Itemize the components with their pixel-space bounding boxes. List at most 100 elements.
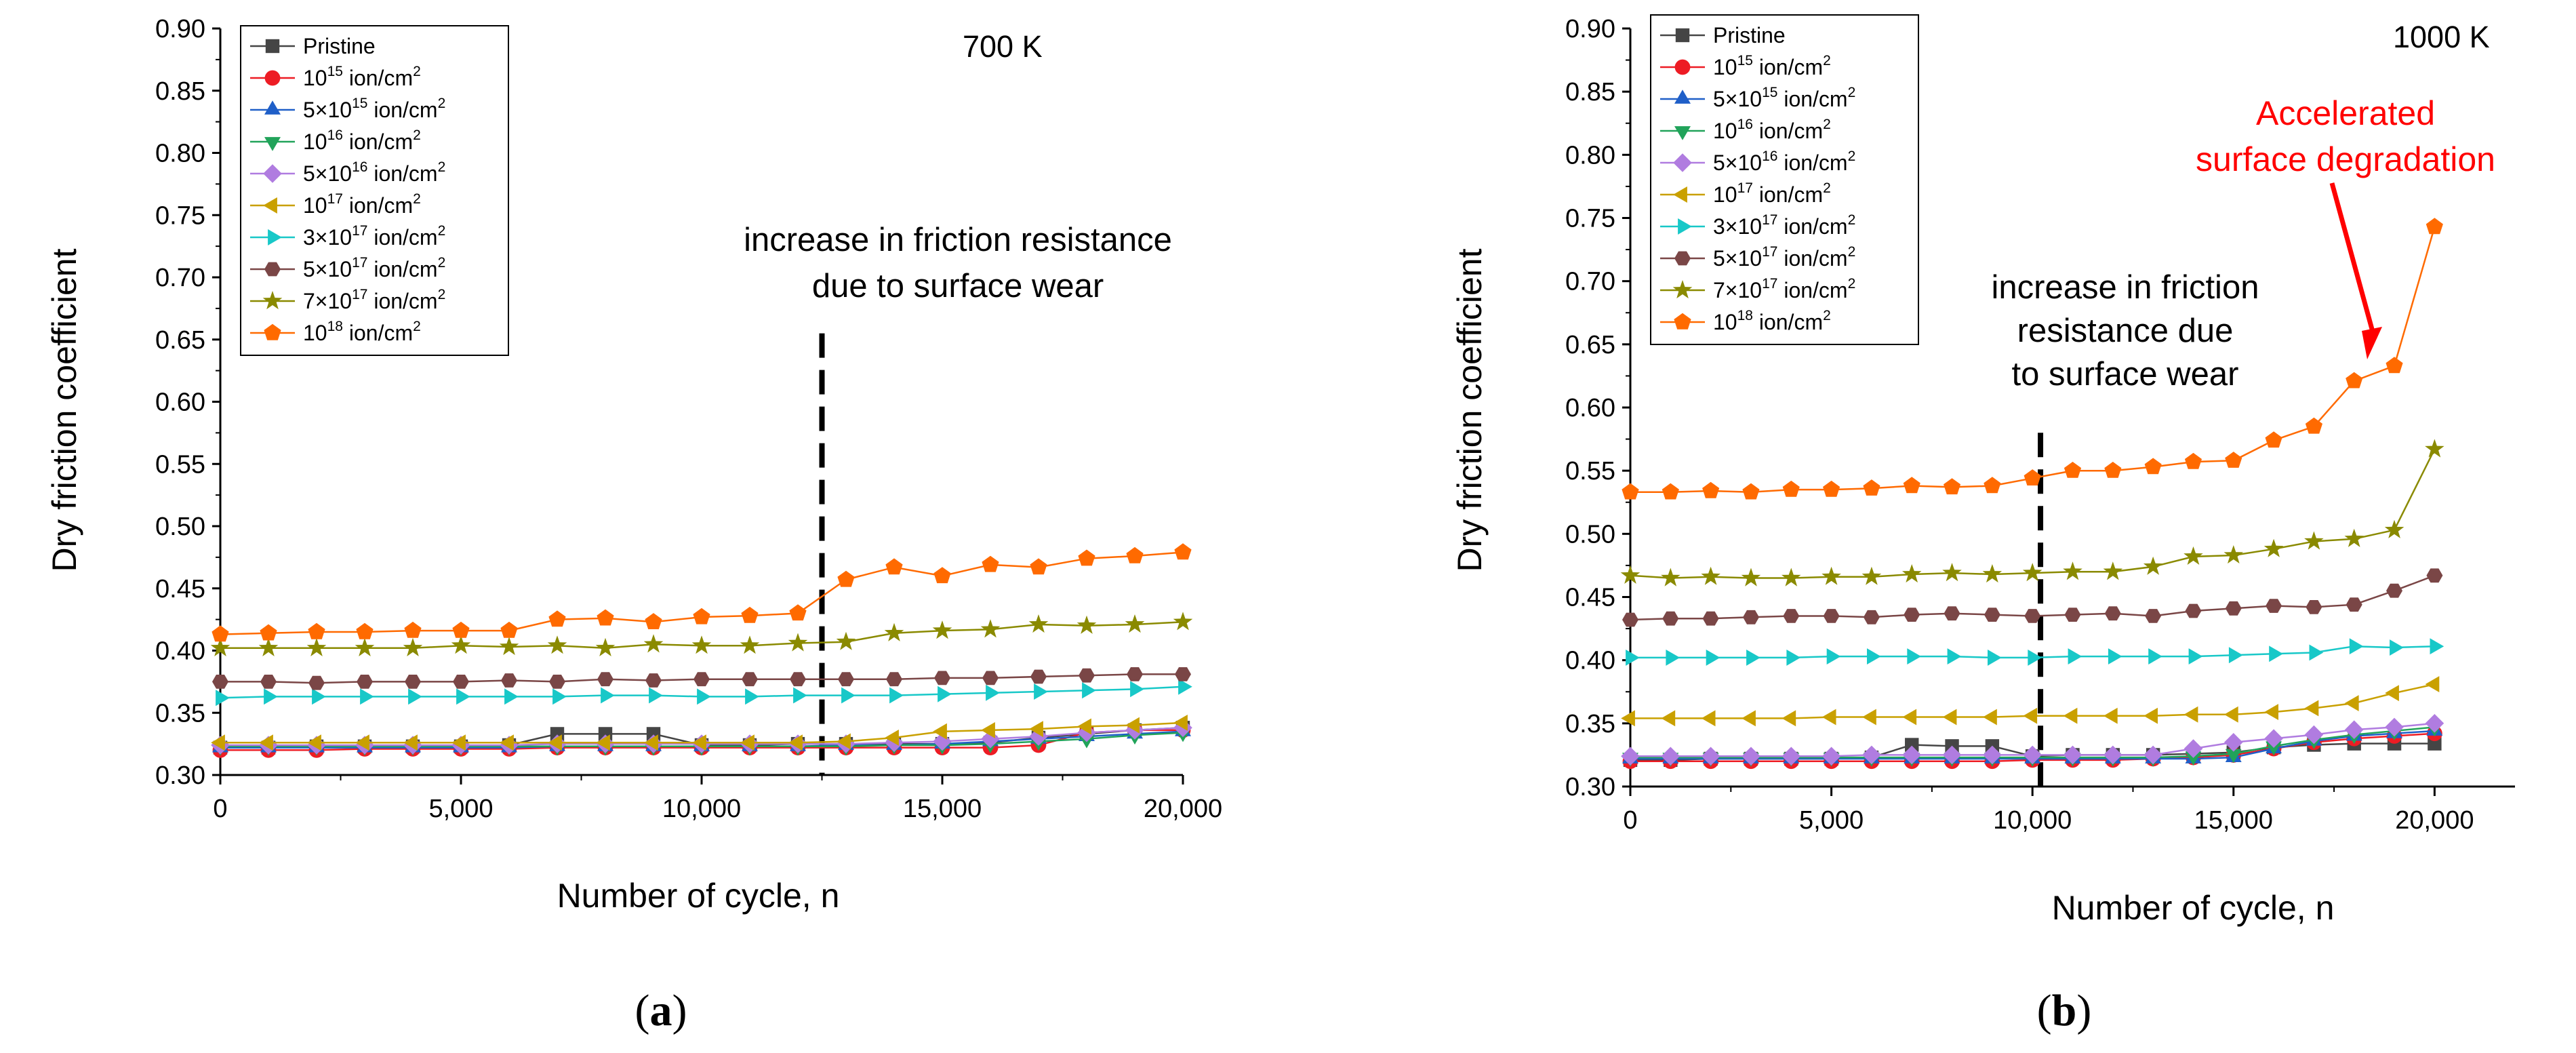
data-point: [1174, 543, 1192, 560]
data-point: [308, 675, 325, 690]
y-tick-label-a: 0.40: [155, 637, 205, 666]
plot-layer: 0.30 0.35 0.40 0.45 0.50 0.55 0.60 0.65 0.70 0.75…: [155, 14, 2515, 835]
data-point: [693, 672, 710, 687]
data-point: [889, 687, 904, 704]
data-point: [1620, 565, 1641, 584]
data-point: [1862, 745, 1881, 765]
data-point: [1126, 547, 1144, 563]
data-point: [2144, 458, 2162, 475]
data-point: [312, 688, 326, 705]
series-line: [1630, 448, 2436, 579]
data-point: [355, 734, 369, 751]
y-axis-label-b: Dry friction coefficient: [1451, 248, 1489, 572]
legend-marker: [1674, 313, 1691, 330]
data-point: [405, 675, 421, 689]
data-point: [2144, 707, 2158, 724]
data-point: [1823, 480, 1840, 497]
data-point: [643, 634, 664, 653]
data-point: [1127, 667, 1143, 681]
legend-marker: [1673, 153, 1692, 172]
legend-marker: [1674, 126, 1691, 140]
data-point: [932, 620, 952, 639]
data-point: [500, 621, 518, 638]
data-point: [1662, 483, 1679, 500]
series-a-5: [211, 715, 1188, 751]
data-point: [2344, 528, 2364, 547]
data-point: [1822, 747, 1841, 766]
data-point: [697, 688, 711, 705]
data-point: [2225, 749, 2242, 763]
data-point: [2266, 741, 2282, 756]
y-tick-label-a: 0.65: [155, 326, 205, 355]
data-point: [788, 734, 803, 751]
data-point: [981, 722, 995, 738]
data-point: [2063, 745, 2082, 765]
data-point: [1701, 747, 1720, 766]
data-point: [308, 622, 325, 639]
data-point: [1702, 611, 1719, 626]
y-tick-label-b: 0.30: [1565, 773, 1615, 801]
legend-marker: [1673, 186, 1687, 203]
data-point: [1701, 710, 1716, 727]
data-point: [1626, 650, 1640, 666]
data-point: [2228, 647, 2243, 664]
data-point: [2024, 609, 2041, 623]
legend-marker: [1675, 28, 1690, 43]
data-point: [693, 608, 710, 624]
data-point: [986, 684, 1000, 701]
legend-marker: [1674, 90, 1691, 104]
legend-label: 1017 ion/cm2: [1713, 180, 1831, 207]
data-point: [2225, 452, 2242, 468]
legend-marker: [264, 70, 281, 86]
degradation-annotation-line-1: Accelerated: [2256, 94, 2435, 132]
legend-label: 3×1017 ion/cm2: [1713, 212, 1855, 239]
data-point: [2104, 745, 2122, 765]
plot-area-b: 0.30 0.35 0.40 0.45 0.50 0.55 0.60 0.65 0.70 0.75…: [1565, 14, 2515, 835]
data-point: [2269, 645, 2283, 662]
legend-marker: [265, 39, 280, 54]
data-point: [741, 606, 759, 623]
data-point: [1125, 614, 1145, 633]
data-point: [1942, 709, 1957, 726]
data-point: [1125, 717, 1140, 734]
data-point: [260, 675, 277, 689]
legend-label: 1015 ion/cm2: [1713, 53, 1831, 79]
y-tick-label-b: 0.85: [1565, 78, 1615, 106]
data-point: [1944, 606, 1960, 621]
legend-label: 5×1017 ion/cm2: [1713, 244, 1855, 271]
data-point: [1942, 745, 1962, 765]
y-tick-label-b: 0.45: [1565, 584, 1615, 612]
data-point: [1662, 611, 1679, 626]
data-point: [885, 730, 899, 746]
data-point: [2264, 704, 2278, 720]
data-point: [1746, 650, 1760, 666]
data-point: [1173, 715, 1188, 731]
y-tick-label-a: 0.45: [155, 575, 205, 603]
plot-area-a: 0.30 0.35 0.40 0.45 0.50 0.55 0.60 0.65 0.70 0.75…: [155, 15, 1222, 823]
data-point: [2386, 583, 2402, 598]
data-point: [2023, 745, 2042, 765]
data-point: [884, 622, 904, 641]
data-point: [2346, 372, 2363, 389]
x-tick-label-a: 0: [213, 795, 227, 823]
data-point: [1029, 721, 1043, 738]
data-point: [789, 604, 807, 621]
data-point: [2430, 638, 2444, 655]
data-point: [788, 633, 808, 652]
y-tick-label-b: 0.35: [1565, 710, 1615, 738]
legend-label: Pristine: [303, 34, 376, 58]
data-point: [1984, 608, 2000, 622]
data-point: [2346, 597, 2362, 612]
data-point: [837, 570, 855, 587]
data-point: [2108, 648, 2122, 664]
data-point: [451, 635, 471, 654]
panel-caption-b: (b): [2037, 986, 2092, 1035]
y-tick-label-b: 0.55: [1565, 457, 1615, 485]
series-a-9: [212, 543, 1192, 642]
panel-caption-b-letter: b: [2052, 986, 2077, 1035]
data-point: [258, 637, 279, 656]
legend-marker: [262, 291, 283, 310]
data-point: [2385, 717, 2404, 737]
temperature-label-b: 1000 K: [2393, 20, 2490, 54]
data-point: [1984, 477, 2001, 494]
